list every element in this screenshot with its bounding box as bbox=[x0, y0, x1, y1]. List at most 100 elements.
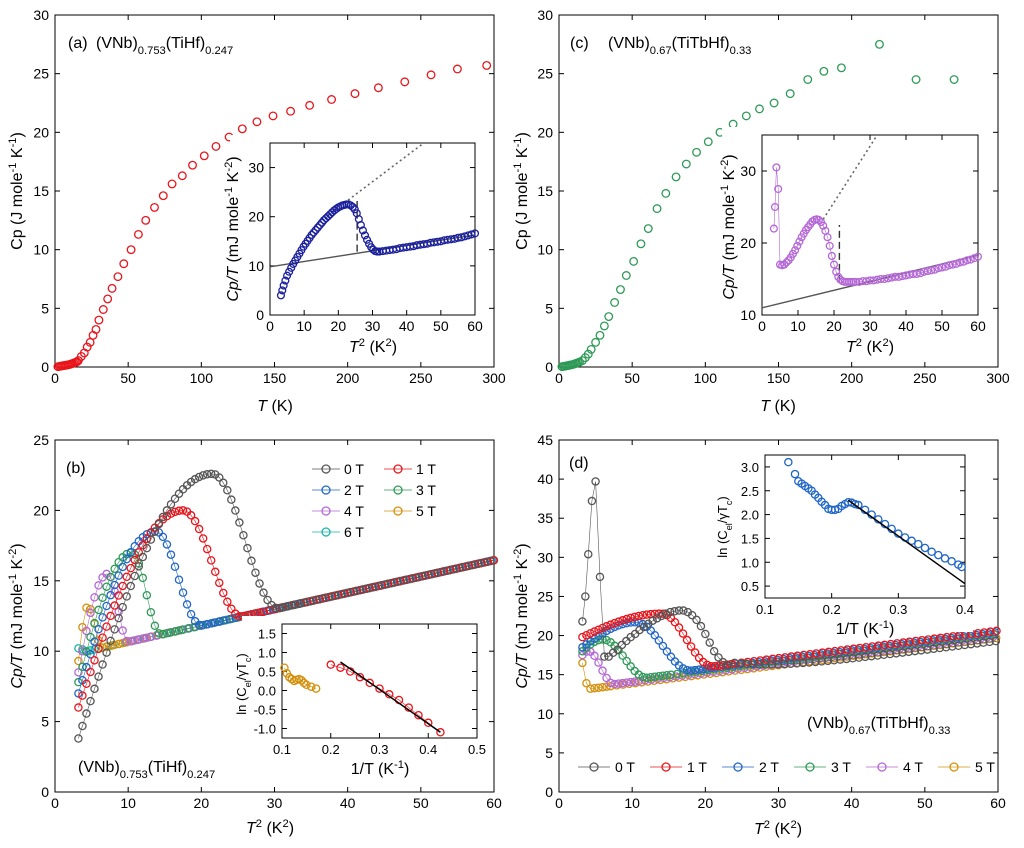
data-point bbox=[979, 628, 989, 637]
data-point bbox=[405, 574, 414, 584]
inset-data-point bbox=[945, 261, 954, 270]
data-point bbox=[107, 283, 117, 293]
data-point bbox=[74, 656, 83, 666]
data-point bbox=[170, 507, 180, 517]
data-point bbox=[255, 579, 264, 588]
data-point bbox=[779, 654, 788, 664]
data-point bbox=[741, 111, 751, 121]
data-point bbox=[590, 651, 599, 661]
data-point bbox=[662, 647, 672, 656]
data-point bbox=[762, 655, 771, 664]
legend-marker bbox=[949, 762, 959, 772]
inset-data-point bbox=[907, 536, 916, 546]
data-point bbox=[854, 645, 863, 655]
inset-x-axis-label: T2 (K2) bbox=[846, 337, 894, 356]
data-point bbox=[122, 549, 131, 559]
inset-data-point bbox=[912, 269, 921, 279]
data-point bbox=[106, 572, 115, 582]
data-point bbox=[198, 471, 208, 480]
data-point bbox=[923, 635, 933, 644]
legend-label: 2 T bbox=[344, 482, 364, 498]
data-point bbox=[126, 563, 135, 573]
data-point bbox=[614, 617, 623, 626]
data-point bbox=[162, 506, 172, 515]
y-tick-label: 40 bbox=[537, 471, 553, 487]
inset-data-point bbox=[952, 259, 961, 268]
data-point bbox=[110, 601, 119, 610]
x-tick-label: 30 bbox=[267, 795, 283, 811]
inset-x-axis-label: 1/T (K-1) bbox=[836, 619, 895, 638]
data-point bbox=[730, 658, 739, 668]
data-point bbox=[185, 624, 194, 633]
data-point bbox=[616, 285, 625, 295]
data-point bbox=[598, 682, 607, 692]
inset-data-point bbox=[827, 251, 836, 261]
data-point bbox=[102, 648, 111, 657]
inset-data-point bbox=[795, 237, 804, 246]
data-point bbox=[74, 734, 83, 743]
panel-d: 0 10 20 30 40 50 60 0 5 10 15 20 25 30 35 40 45 (d) (VNb)0… bbox=[512, 432, 1006, 838]
data-point bbox=[166, 550, 176, 559]
data-point bbox=[130, 571, 140, 581]
legend-marker bbox=[393, 485, 403, 495]
data-point bbox=[243, 543, 252, 553]
inset-data-point bbox=[313, 223, 322, 232]
inset-data-point bbox=[467, 230, 476, 239]
legend-label: 5 T bbox=[975, 759, 995, 775]
data-point bbox=[979, 638, 988, 647]
data-point bbox=[102, 622, 111, 631]
x-axis-label: T2 (K2) bbox=[754, 819, 802, 838]
data-point bbox=[91, 325, 101, 334]
data-point bbox=[114, 571, 123, 580]
data-point bbox=[650, 672, 660, 682]
x-tick-label: 10 bbox=[790, 318, 806, 334]
data-point bbox=[941, 634, 950, 644]
inset-data-point bbox=[299, 678, 309, 688]
fit-line bbox=[340, 661, 441, 733]
inset-data-point bbox=[348, 202, 357, 211]
data-point bbox=[658, 671, 668, 681]
inset-data-point bbox=[930, 265, 939, 274]
x-tick-label: 0 bbox=[758, 318, 766, 334]
y-tick-label: 10 bbox=[33, 242, 49, 258]
data-point bbox=[674, 623, 684, 632]
data-point bbox=[768, 654, 777, 664]
data-point bbox=[960, 640, 969, 650]
data-point bbox=[650, 631, 660, 640]
legend-marker bbox=[321, 527, 331, 537]
data-point bbox=[448, 565, 458, 574]
data-point bbox=[158, 191, 168, 201]
inset-y-axis-label: ln (Cel/γTc) bbox=[234, 653, 253, 714]
data-point bbox=[594, 635, 603, 645]
inset-data-point bbox=[963, 256, 972, 265]
data-point bbox=[661, 188, 671, 198]
data-point bbox=[742, 659, 752, 669]
inset-data-point bbox=[311, 684, 321, 693]
data-point bbox=[922, 636, 931, 646]
data-point bbox=[685, 668, 694, 677]
data-point bbox=[599, 321, 609, 331]
x-tick-label: 150 bbox=[767, 370, 791, 386]
inset-data-point bbox=[315, 221, 324, 230]
inset-data-point bbox=[832, 267, 841, 276]
data-point bbox=[210, 618, 220, 627]
data-point bbox=[90, 637, 99, 646]
data-point bbox=[819, 66, 829, 76]
y-tick-label: 10 bbox=[33, 643, 49, 659]
x-tick-label: 0.4 bbox=[419, 742, 437, 757]
data-point bbox=[598, 666, 607, 675]
data-point bbox=[98, 305, 108, 314]
inset-data-point-line bbox=[330, 664, 441, 733]
data-point bbox=[898, 638, 908, 647]
data-point bbox=[636, 239, 646, 249]
data-point bbox=[591, 477, 600, 486]
data-point bbox=[654, 672, 664, 681]
y-tick-label: 30 bbox=[740, 163, 756, 179]
x-tick-label: 60 bbox=[486, 795, 502, 811]
data-point bbox=[953, 633, 963, 642]
data-point bbox=[118, 562, 127, 572]
legend-marker bbox=[661, 762, 671, 772]
inset-data-point bbox=[880, 274, 889, 284]
data-point bbox=[723, 661, 732, 670]
y-tick-label: 15 bbox=[537, 667, 553, 683]
